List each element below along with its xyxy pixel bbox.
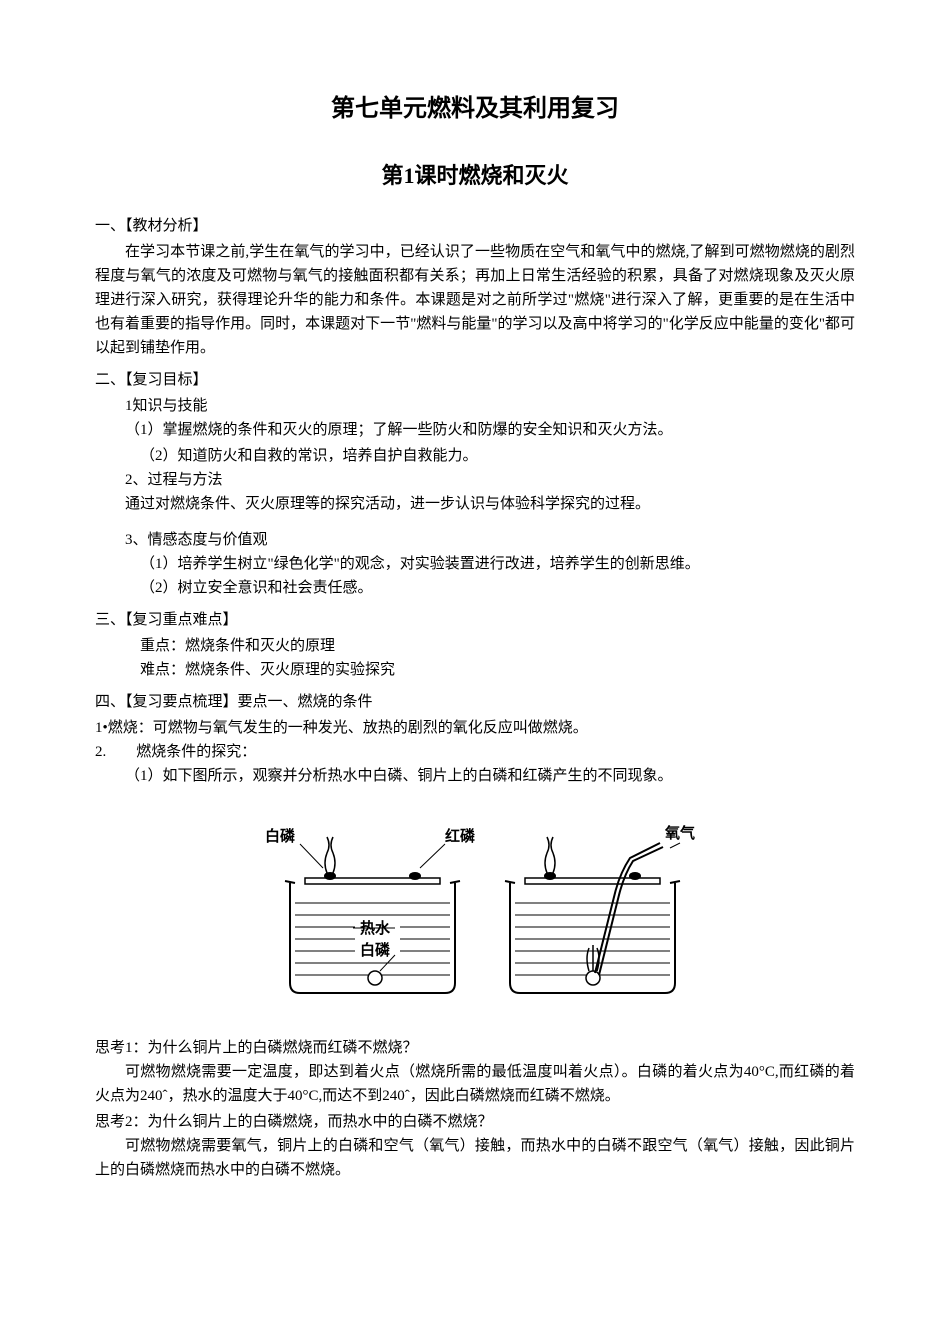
right-beaker: 氧气: [505, 824, 695, 993]
section2-sub1-item2: （2）知道防火和自救的常识，培养自护自救能力。: [140, 444, 855, 468]
section2-sub3-item2: （2）树立安全意识和社会责任感。: [140, 576, 855, 600]
section3-item2: 难点：燃烧条件、灭火原理的实验探究: [140, 658, 855, 682]
section2-sub1-item1-text: （1）掌握燃烧的条件和灭火的原理；了解一些防火和防爆的安全知识和灭火方法。: [125, 422, 673, 438]
section2-sub1-item1: （1）掌握燃烧的条件和灭火的原理；了解一些防火和防爆的安全知识和灭火方法。: [95, 418, 855, 442]
thinking1-question: 思考1：为什么铜片上的白磷燃烧而红磷不燃烧？: [95, 1036, 855, 1060]
section2-sub2-header: 2、过程与方法: [125, 468, 855, 492]
main-title: 第七单元燃料及其利用复习: [95, 90, 855, 128]
label-hot-water: 热水: [360, 919, 391, 937]
section4-item2-sub: （1）如下图所示，观察并分析热水中白磷、铜片上的白磷和红磷产生的不同现象。: [125, 764, 855, 788]
section3-header: 三、【复习重点难点】: [95, 608, 855, 632]
section2-sub3-header: 3、情感态度与价值观: [125, 528, 855, 552]
sub-title: 第1课时燃烧和灭火: [95, 158, 855, 193]
section1-header: 一、【教材分析】: [95, 214, 855, 238]
left-beaker: 白磷 红磷 热水 白磷: [265, 827, 476, 993]
label-red-p: 红磷: [445, 827, 476, 845]
section4-item2: 2. 燃烧条件的探究：: [95, 740, 855, 764]
section2-sub1-header: 1知识与技能: [125, 394, 855, 418]
experiment-diagram: 白磷 红磷 热水 白磷: [95, 803, 855, 1021]
thinking1-answer: 可燃物燃烧需要一定温度，即达到着火点（燃烧所需的最低温度叫着火点）。白磷的着火点…: [95, 1060, 855, 1108]
label-white-p-bottom: 白磷: [360, 941, 391, 959]
thinking2-answer: 可燃物燃烧需要氧气，铜片上的白磷和空气（氧气）接触，而热水中的白磷不跟空气（氧气…: [95, 1134, 855, 1182]
thinking2-question: 思考2：为什么铜片上的白磷燃烧，而热水中的白磷不燃烧？: [95, 1110, 855, 1134]
section2-sub3-item1: （1）培养学生树立"绿色化学"的观念，对实验装置进行改进，培养学生的创新思维。: [140, 552, 855, 576]
section3-item1: 重点：燃烧条件和灭火的原理: [140, 634, 855, 658]
section4-item1: 1•燃烧：可燃物与氧气发生的一种发光、放热的剧烈的氧化反应叫做燃烧。: [95, 716, 855, 740]
section2-sub2-content: 通过对燃烧条件、灭火原理等的探究活动，进一步认识与体验科学探究的过程。: [125, 492, 855, 516]
label-oxygen: 氧气: [664, 824, 695, 842]
label-white-p: 白磷: [265, 827, 296, 845]
section4-header: 四、【复习要点梳理】要点一、燃烧的条件: [95, 690, 855, 714]
section1-content: 在学习本节课之前,学生在氧气的学习中，已经认识了一些物质在空气和氧气中的燃烧,了…: [95, 240, 855, 360]
section2-header: 二、【复习目标】: [95, 368, 855, 392]
